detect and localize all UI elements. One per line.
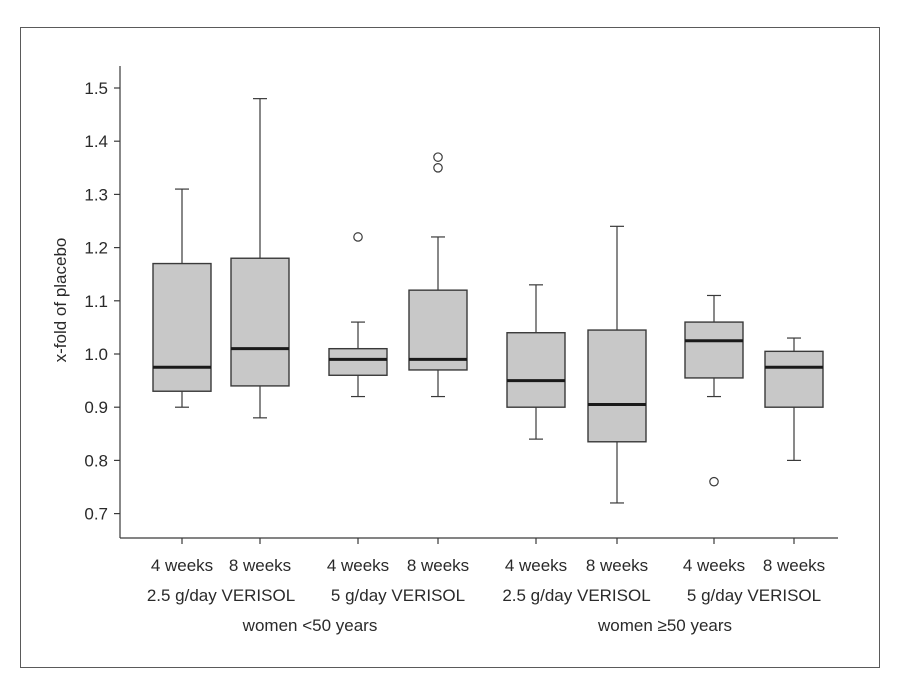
y-tick-label: 0.7 bbox=[84, 505, 108, 524]
outlier-point bbox=[433, 163, 443, 173]
box-series bbox=[152, 98, 824, 504]
y-tick-label: 0.8 bbox=[84, 451, 108, 470]
box-6 bbox=[587, 225, 647, 504]
category-label: 8 weeks bbox=[586, 556, 648, 575]
box-2 bbox=[230, 98, 290, 419]
box-7 bbox=[684, 294, 744, 487]
outlier-point bbox=[433, 152, 443, 162]
box-1 bbox=[152, 188, 212, 408]
iqr-box bbox=[684, 321, 744, 379]
category-labels: 4 weeks 8 weeks 4 weeks 8 weeks 4 weeks 8 wee… bbox=[147, 556, 825, 635]
box-8 bbox=[764, 337, 824, 461]
iqr-box bbox=[506, 332, 566, 408]
dose-label: 5 g/day VERISOL bbox=[687, 586, 821, 605]
category-label: 8 weeks bbox=[407, 556, 469, 575]
y-tick-label: 1.4 bbox=[84, 132, 108, 151]
category-label: 4 weeks bbox=[327, 556, 389, 575]
category-label: 8 weeks bbox=[763, 556, 825, 575]
group-label: women ≥50 years bbox=[597, 616, 732, 635]
y-tick-label: 1.0 bbox=[84, 345, 108, 364]
category-label: 4 weeks bbox=[151, 556, 213, 575]
outlier-point bbox=[353, 232, 363, 242]
dose-label: 2.5 g/day VERISOL bbox=[147, 586, 295, 605]
category-label: 8 weeks bbox=[229, 556, 291, 575]
y-tick-label: 1.3 bbox=[84, 185, 108, 204]
dose-label: 5 g/day VERISOL bbox=[331, 586, 465, 605]
outlier-point bbox=[709, 476, 719, 487]
y-tick-label: 1.2 bbox=[84, 239, 108, 258]
box-5 bbox=[506, 284, 566, 440]
box-4 bbox=[408, 152, 468, 398]
iqr-box bbox=[230, 257, 290, 387]
dose-label: 2.5 g/day VERISOL bbox=[502, 586, 650, 605]
axes: 0.7 0.8 0.9 1.0 1.1 1.2 1.3 1.4 1.5 bbox=[84, 66, 838, 544]
iqr-box bbox=[408, 289, 468, 371]
y-tick-label: 1.1 bbox=[84, 292, 108, 311]
category-label: 4 weeks bbox=[505, 556, 567, 575]
iqr-box bbox=[328, 347, 388, 376]
category-label: 4 weeks bbox=[683, 556, 745, 575]
y-tick-label: 0.9 bbox=[84, 398, 108, 417]
iqr-box bbox=[587, 329, 647, 443]
group-label: women <50 years bbox=[242, 616, 378, 635]
y-axis-label: x-fold of placebo bbox=[51, 238, 70, 363]
box-3 bbox=[328, 232, 388, 398]
iqr-box bbox=[764, 350, 824, 408]
iqr-box bbox=[152, 262, 212, 392]
y-tick-label: 1.5 bbox=[84, 79, 108, 98]
